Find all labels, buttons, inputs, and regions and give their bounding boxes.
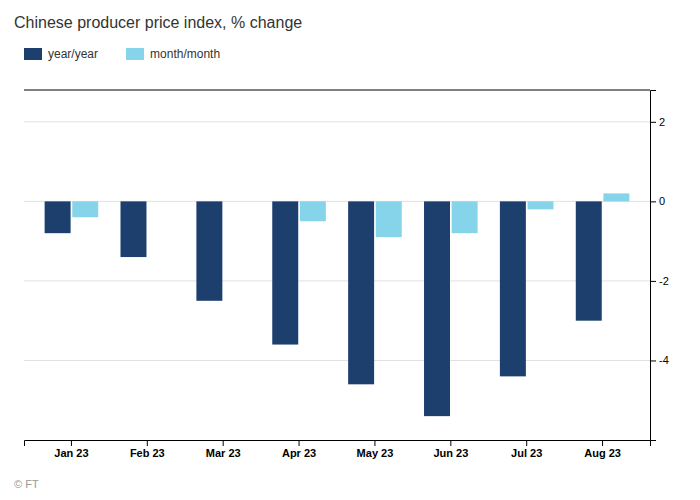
legend-swatch — [24, 48, 42, 60]
x-tick: Jan 23 — [54, 440, 88, 459]
x-tick-mark — [223, 440, 224, 446]
x-tick-label: Jan 23 — [54, 447, 88, 459]
bar — [121, 201, 147, 257]
y-tick-mark — [650, 360, 656, 361]
y-tick-label: -2 — [659, 275, 669, 287]
y-tick: -4 — [650, 354, 669, 366]
y-tick-mark — [650, 281, 656, 282]
x-tick-label: Aug 23 — [584, 447, 621, 459]
bar — [72, 201, 98, 217]
x-tick-label: Jul 23 — [511, 447, 542, 459]
x-tick-mark — [147, 440, 148, 446]
bars — [45, 193, 630, 416]
bar — [196, 201, 222, 300]
bar-series — [72, 193, 629, 237]
bar — [272, 201, 298, 344]
y-tick-label: 0 — [659, 195, 665, 207]
y-axis-line — [651, 91, 657, 441]
y-tick-label: 2 — [659, 116, 665, 128]
legend: year/year month/month — [24, 47, 220, 61]
x-tick-mark — [299, 440, 300, 446]
x-tick-mark — [602, 440, 603, 446]
bar — [376, 201, 402, 237]
x-tick: Jun 23 — [433, 440, 468, 459]
grid-line — [24, 280, 650, 281]
x-tick: Jul 23 — [511, 440, 542, 459]
bar — [528, 201, 554, 209]
bar — [224, 201, 250, 202]
x-tick-mark — [374, 440, 375, 446]
y-tick: 0 — [650, 195, 665, 207]
legend-item: month/month — [126, 47, 220, 61]
title: Chinese producer price index, % change — [14, 14, 302, 31]
x-tick-label: Jun 23 — [433, 447, 468, 459]
y-tick-mark — [650, 122, 656, 123]
legend-label: month/month — [150, 47, 220, 61]
bar — [500, 201, 526, 376]
annotation: © FT — [14, 478, 39, 490]
x-tick: Apr 23 — [282, 440, 316, 459]
x-tick: Aug 23 — [584, 440, 621, 459]
x-tick-label: Apr 23 — [282, 447, 316, 459]
bar — [603, 193, 629, 201]
x-tick: Feb 23 — [130, 440, 165, 459]
bar-series — [45, 201, 602, 416]
bar — [348, 201, 374, 384]
bar — [45, 201, 71, 233]
y-tick: -2 — [650, 275, 669, 287]
bar — [148, 201, 174, 202]
x-axis-line — [25, 441, 651, 447]
x-tick-label: Feb 23 — [130, 447, 165, 459]
plot-top-border — [24, 90, 650, 91]
y-tick-mark — [650, 201, 656, 202]
y-tick-label: -4 — [659, 354, 669, 366]
bar — [300, 201, 326, 221]
bar — [424, 201, 450, 416]
chart: Jan 23 Feb 23 Mar 23 Apr 23 May 23 Jun 23 Jul … — [0, 0, 700, 500]
legend-swatch — [126, 48, 144, 60]
grid-line — [24, 201, 650, 202]
x-tick-mark — [526, 440, 527, 446]
x-tick: May 23 — [357, 440, 394, 459]
x-tick-label: Mar 23 — [206, 447, 241, 459]
grid-line — [24, 360, 650, 361]
x-tick-mark — [71, 440, 72, 446]
bar — [576, 201, 602, 320]
y-axis: -4 -2 0 2 — [650, 91, 669, 441]
x-tick: Mar 23 — [206, 440, 241, 459]
x-axis: Jan 23 Feb 23 Mar 23 Apr 23 May 23 Jun 23 Jul … — [25, 440, 651, 459]
legend-label: year/year — [48, 47, 98, 61]
legend-item: year/year — [24, 47, 98, 61]
grid-line — [24, 121, 650, 122]
grid — [24, 122, 650, 361]
y-tick: 2 — [650, 116, 665, 128]
x-tick-mark — [450, 440, 451, 446]
bar — [452, 201, 478, 233]
x-tick-label: May 23 — [357, 447, 394, 459]
